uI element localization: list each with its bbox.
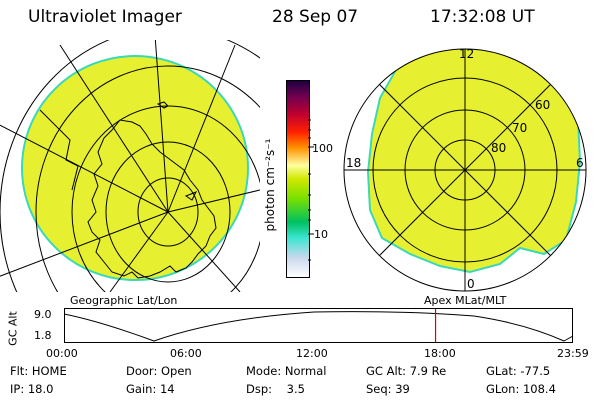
latitude-circle bbox=[35, 65, 260, 292]
mlt-label-18: 18 bbox=[346, 156, 362, 170]
meridian-line bbox=[167, 211, 241, 292]
coastline-islands bbox=[156, 101, 198, 201]
info-seq: Seq: 39 bbox=[366, 382, 410, 396]
meridian-line bbox=[0, 211, 169, 277]
mlat-label-60: 60 bbox=[535, 98, 551, 112]
info-ip: IP: 18.0 bbox=[10, 382, 54, 396]
altitude-xtick-0000: 00:00 bbox=[46, 347, 78, 360]
peninsula-coastline bbox=[39, 109, 79, 191]
info-door: Door: Open bbox=[126, 364, 192, 378]
mlat-label-80: 80 bbox=[491, 141, 507, 155]
colorbar-tick-10: 10 bbox=[314, 228, 328, 241]
geographic-map bbox=[0, 40, 260, 292]
latitude-circle bbox=[105, 141, 231, 283]
latitude-circle bbox=[137, 177, 199, 247]
magnetic-panel-label: Apex MLat/MLT bbox=[424, 294, 507, 307]
meridian-line bbox=[109, 211, 169, 292]
altitude-xtick-0600: 06:00 bbox=[170, 347, 202, 360]
altitude-curve bbox=[64, 311, 574, 342]
altitude-ytick-min: 1.8 bbox=[34, 329, 52, 342]
colorbar-tick-100: 100 bbox=[312, 142, 333, 155]
mlt-label-12: 12 bbox=[459, 47, 475, 61]
meridian-line bbox=[59, 44, 169, 213]
altitude-xtick-2359: 23:59 bbox=[557, 347, 589, 360]
meridian-line bbox=[167, 189, 260, 213]
altitude-plot bbox=[64, 308, 574, 343]
info-flight: Flt: HOME bbox=[10, 364, 67, 378]
colorbar-axis bbox=[308, 119, 314, 261]
mlat-label-70: 70 bbox=[512, 121, 528, 135]
mlt-diag bbox=[379, 84, 551, 256]
meridian-line bbox=[167, 44, 236, 213]
info-glat: GLat: -77.5 bbox=[486, 364, 551, 378]
mlt-label-0: 0 bbox=[467, 277, 475, 291]
instrument-title: Ultraviolet Imager bbox=[28, 7, 182, 27]
info-gc-alt: GC Alt: 7.9 Re bbox=[366, 364, 447, 378]
info-glon: GLon: 108.4 bbox=[486, 382, 556, 396]
altitude-ylabel: GC Alt bbox=[6, 311, 20, 346]
time-label: 17:32:08 UT bbox=[430, 7, 535, 27]
info-mode: Mode: Normal bbox=[246, 364, 327, 378]
magnetic-map bbox=[343, 48, 587, 292]
mlt-label-6: 6 bbox=[576, 156, 584, 170]
altitude-xtick-1800: 18:00 bbox=[424, 347, 456, 360]
aurora-image-geographic bbox=[21, 55, 249, 281]
meridian-line bbox=[0, 124, 169, 213]
date-label: 28 Sep 07 bbox=[272, 7, 359, 27]
geographic-panel-label: Geographic Lat/Lon bbox=[70, 294, 178, 307]
meridian-line bbox=[154, 40, 169, 213]
info-dsp: Dsp: 3.5 bbox=[246, 382, 305, 396]
colorbar-unit-label: photon cm⁻²s⁻¹ bbox=[263, 138, 277, 232]
colorbar bbox=[286, 80, 310, 278]
altitude-xtick-1200: 12:00 bbox=[296, 347, 328, 360]
info-gain: Gain: 14 bbox=[126, 382, 175, 396]
altitude-ytick-max: 9.0 bbox=[34, 308, 52, 321]
altitude-plot-frame bbox=[64, 308, 573, 343]
coastline bbox=[87, 119, 217, 279]
